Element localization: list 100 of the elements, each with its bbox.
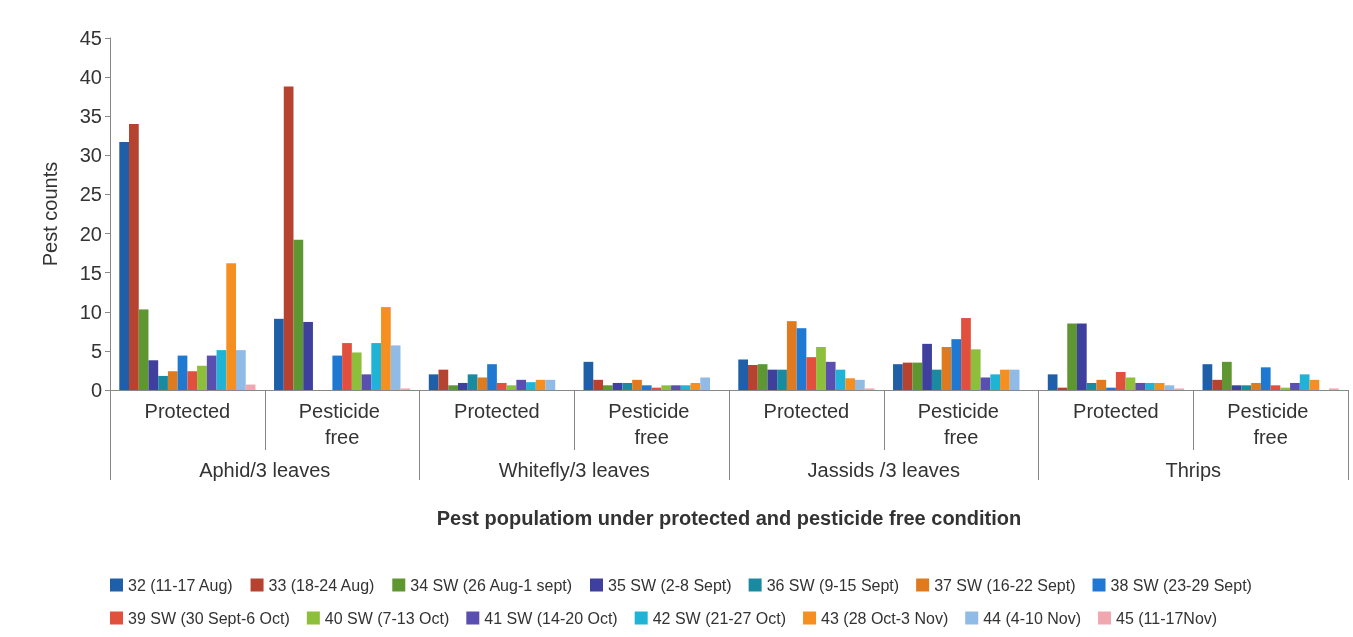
x-tick-label: Protected xyxy=(763,400,850,422)
bar xyxy=(1115,372,1126,390)
bar xyxy=(1290,382,1300,390)
bar xyxy=(641,385,652,390)
y-axis-title: Pest counts xyxy=(39,161,61,267)
bar xyxy=(931,369,942,390)
legend-label: 34 SW (26 Aug-1 sept) xyxy=(410,576,573,594)
bar xyxy=(361,374,372,390)
bar xyxy=(835,369,846,390)
bar xyxy=(757,364,768,390)
bar xyxy=(177,355,188,390)
text: Whitefly/3 leaves xyxy=(498,459,650,481)
legend-label: 45 (11-17Nov) xyxy=(1116,609,1218,627)
bar xyxy=(351,352,362,390)
bar xyxy=(477,377,488,390)
bar xyxy=(129,124,139,390)
bar xyxy=(487,364,497,390)
bar xyxy=(767,369,778,390)
y-tick-label: 35 xyxy=(79,105,102,128)
bar xyxy=(428,374,439,390)
x-axis-title: Pest populatiom under protected and pesticide free condition xyxy=(436,507,1022,529)
bar xyxy=(855,379,865,390)
y-tick-label: 25 xyxy=(79,183,102,206)
y-tick-label: 40 xyxy=(79,66,102,89)
bar xyxy=(612,382,623,390)
bar xyxy=(1125,377,1136,390)
bar xyxy=(593,379,603,390)
bar xyxy=(148,360,159,390)
bar xyxy=(902,362,913,390)
bar xyxy=(526,382,536,390)
x-tick-label: Pesticide free xyxy=(608,400,695,448)
bar xyxy=(796,328,807,390)
bar xyxy=(283,86,294,390)
bar xyxy=(1270,385,1281,390)
bar xyxy=(1067,323,1077,390)
legend-label: 43 (28 Oct-3 Nov) xyxy=(821,609,949,627)
bar xyxy=(1231,385,1242,390)
text: Aphid/3 leaves xyxy=(199,459,331,481)
legend-label: 42 SW (21-27 Oct) xyxy=(652,609,787,627)
bar xyxy=(893,364,903,390)
bar xyxy=(506,385,517,390)
bar xyxy=(457,382,468,390)
bar xyxy=(535,379,546,390)
bar xyxy=(748,364,758,390)
legend-label: 35 SW (2-8 Sept) xyxy=(608,576,732,594)
y-tick-label: 5 xyxy=(90,339,102,362)
bar xyxy=(806,357,817,390)
bar xyxy=(467,374,478,390)
x-tick-label: Protected xyxy=(454,400,540,422)
bar xyxy=(1212,379,1222,390)
y-tick-label: 45 xyxy=(79,27,102,49)
x-tick-label: Protected xyxy=(144,400,231,422)
bar xyxy=(293,239,304,390)
bar xyxy=(1000,369,1010,390)
bar xyxy=(680,385,691,390)
bar xyxy=(1251,382,1261,390)
bar xyxy=(1202,364,1213,390)
bar xyxy=(206,355,217,390)
bar xyxy=(941,346,952,390)
bar xyxy=(381,307,391,390)
text: Jassids /3 leaves xyxy=(807,459,960,481)
bar xyxy=(622,382,633,390)
bar xyxy=(825,361,836,390)
bar xyxy=(167,371,178,390)
bar xyxy=(690,382,701,390)
bar xyxy=(1241,385,1252,390)
bar xyxy=(738,359,749,390)
bar xyxy=(951,339,962,390)
bar xyxy=(332,355,343,390)
bar xyxy=(583,361,594,390)
bar xyxy=(1221,361,1232,390)
bar xyxy=(1145,382,1155,390)
legend-label: 41 SW (14-20 Oct) xyxy=(484,609,618,627)
bar xyxy=(516,379,527,390)
legend-label: 38 SW (23-29 Sept) xyxy=(1110,576,1252,594)
bar xyxy=(602,385,613,390)
bar xyxy=(786,321,797,390)
bar xyxy=(197,365,207,390)
bar xyxy=(661,385,672,390)
bar xyxy=(545,379,556,390)
bar xyxy=(371,343,382,390)
bar xyxy=(342,343,352,390)
legend-label: 44 (4-10 Nov) xyxy=(983,609,1082,627)
bar xyxy=(1047,374,1058,390)
bar xyxy=(671,385,681,390)
bar xyxy=(1009,369,1020,390)
bar xyxy=(1154,382,1165,390)
bar xyxy=(777,369,787,390)
bar xyxy=(912,362,923,390)
bar xyxy=(845,378,856,390)
bar xyxy=(226,263,237,390)
bar xyxy=(990,374,1001,390)
bar xyxy=(816,346,826,390)
y-tick-label: 10 xyxy=(79,300,102,323)
bar xyxy=(700,377,710,390)
x-tick-label: Protected xyxy=(1073,400,1159,422)
bar xyxy=(1076,323,1087,390)
x-tick-label: Pesticide free xyxy=(917,400,1005,448)
bar xyxy=(922,343,932,390)
legend-label: 39 SW (30 Sept-6 Oct) xyxy=(128,609,290,627)
